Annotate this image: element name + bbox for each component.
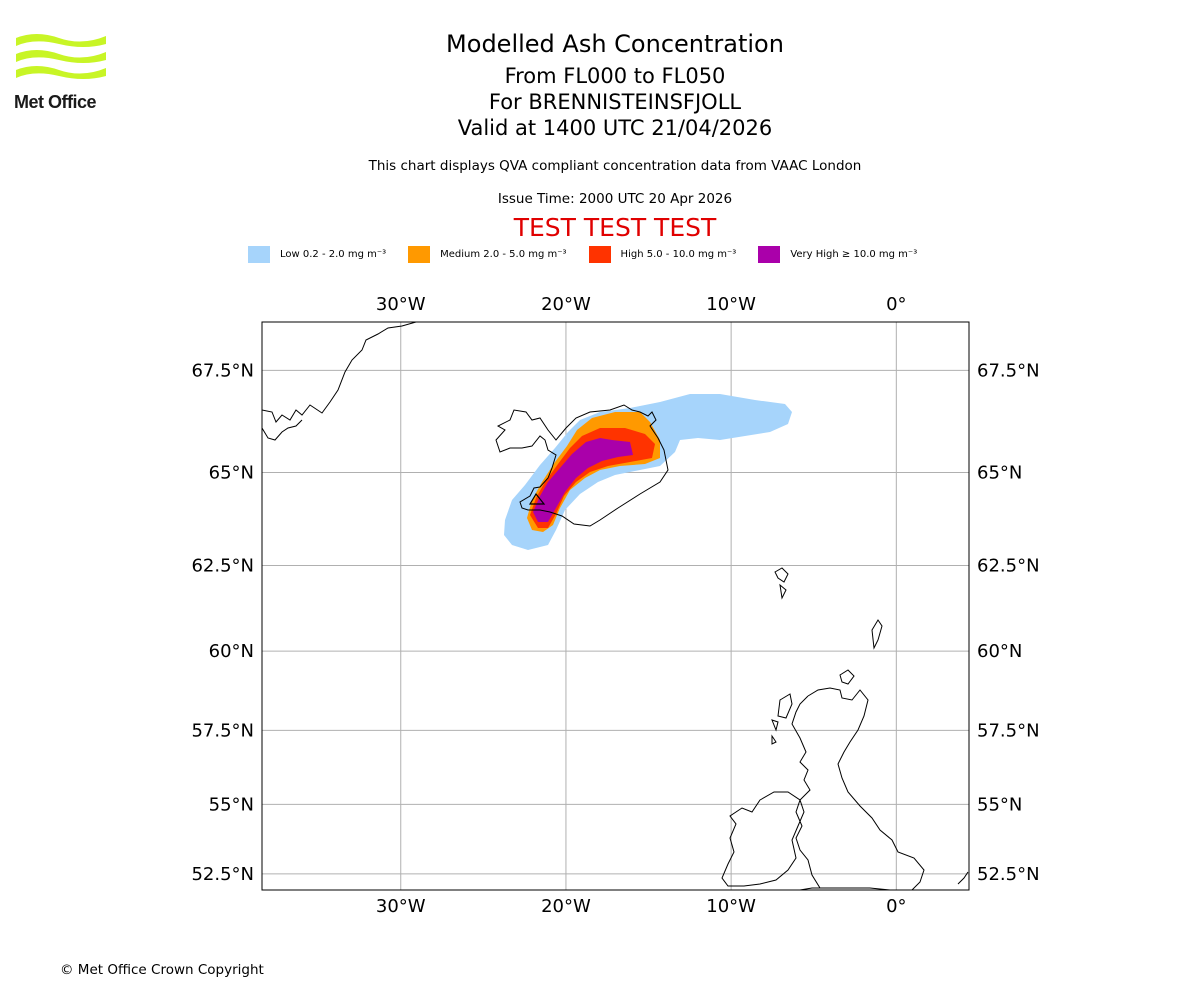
legend-label-medium: Medium 2.0 - 5.0 mg m⁻³ [440,248,567,260]
latitude-label-left: 55°N [209,794,254,815]
issue-time: Issue Time: 2000 UTC 20 Apr 2026 [497,191,733,207]
longitude-label-bottom: 20°W [541,896,591,917]
latitude-label-left: 60°N [209,641,254,662]
longitude-label-top: 10°W [706,294,756,315]
latitude-label-right: 65°N [977,463,1022,484]
legend-item-low: Low 0.2 - 2.0 mg m⁻³ [248,245,387,263]
longitude-label-bottom: 10°W [706,896,756,917]
legend-swatch-high [588,245,611,263]
legend-label-very-high: Very High ≥ 10.0 mg m⁻³ [790,248,918,260]
latitude-label-right: 60°N [977,641,1022,662]
legend-item-medium: Medium 2.0 - 5.0 mg m⁻³ [408,245,567,263]
longitude-label-bottom: 0° [886,896,906,917]
flight-levels: From FL000 to FL050 [504,64,726,88]
map-tick-labels: 30°W 30°W 20°W 20°W 10°W 10°W 0° 0° 67.5°N 67.5°N… [191,294,1039,917]
longitude-label-top: 0° [886,294,906,315]
latitude-label-left: 67.5°N [191,360,254,381]
latitude-label-right: 52.5°N [977,864,1040,885]
legend-swatch-medium [408,245,431,263]
volcano-name: For BRENNISTEINSFJOLL [488,90,742,114]
latitude-label-right: 62.5°N [977,556,1040,577]
latitude-label-right: 57.5°N [977,720,1040,741]
copyright: © Met Office Crown Copyright [60,962,264,978]
latitude-label-left: 57.5°N [191,720,254,741]
latitude-label-right: 67.5°N [977,360,1040,381]
chart-title: Modelled Ash Concentration [446,30,784,58]
latitude-label-right: 55°N [977,794,1022,815]
map-frame [261,321,970,891]
legend-label-low: Low 0.2 - 2.0 mg m⁻³ [280,248,387,260]
legend: Low 0.2 - 2.0 mg m⁻³ Medium 2.0 - 5.0 mg… [248,244,939,264]
latitude-label-left: 65°N [209,463,254,484]
volcano-marker-icon [528,492,546,505]
legend-swatch-low [248,245,270,263]
valid-time: Valid at 1400 UTC 21/04/2026 [457,116,773,140]
coastline [262,322,969,890]
longitude-label-bottom: 30°W [376,896,426,917]
met-office-logo-icon [16,34,106,79]
latitude-label-left: 52.5°N [191,864,254,885]
legend-item-high: High 5.0 - 10.0 mg m⁻³ [588,245,737,263]
longitude-label-top: 20°W [541,294,591,315]
legend-item-very-high: Very High ≥ 10.0 mg m⁻³ [758,245,918,263]
latitude-label-left: 62.5°N [191,556,254,577]
legend-swatch-very-high [758,245,781,263]
description: This chart displays QVA compliant concen… [368,158,862,174]
legend-label-high: High 5.0 - 10.0 mg m⁻³ [620,248,737,260]
logo-text: Met Office [14,92,97,112]
longitude-label-top: 30°W [376,294,426,315]
map-grid [262,322,969,890]
ash-very-high-region [533,438,633,522]
test-banner: TEST TEST TEST [513,213,717,242]
